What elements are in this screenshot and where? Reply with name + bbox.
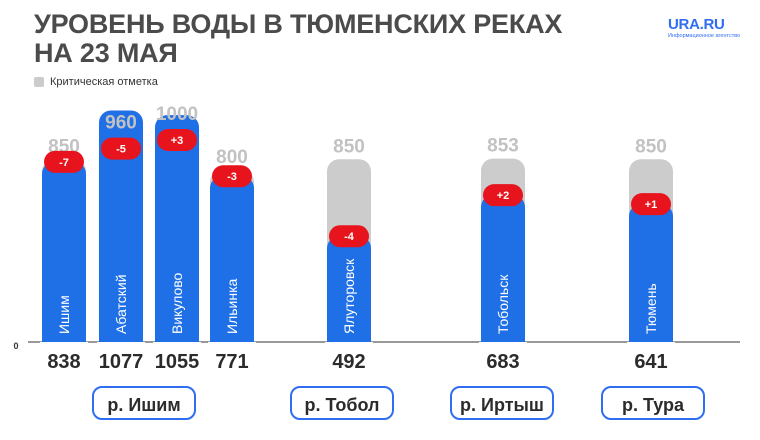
zero-label: 0 (13, 341, 18, 351)
group-pill-tura: р. Тура (601, 386, 705, 420)
level-bar (210, 176, 254, 354)
level-bar (155, 115, 199, 354)
level-bar (99, 110, 143, 354)
change-badge-label: -4 (344, 231, 355, 243)
critical-label: 960 (105, 113, 137, 134)
change-badge (157, 129, 197, 151)
change-badge-label: -5 (116, 144, 126, 156)
value-label: 838 (47, 351, 80, 373)
legend-swatch (34, 77, 44, 87)
level-bar (481, 195, 525, 354)
logo-subtitle: Информационное агентство (668, 33, 741, 39)
level-bar (629, 204, 673, 354)
bar-base-mask (479, 342, 527, 358)
category-label: Тобольск (495, 274, 511, 334)
level-bar (327, 236, 371, 354)
category-label: Ялуторовск (341, 258, 357, 334)
change-badge (631, 193, 671, 216)
value-label: 1077 (99, 351, 144, 373)
value-label: 1055 (155, 351, 200, 373)
level-bar (42, 161, 86, 354)
value-label: 641 (634, 351, 667, 373)
title-line-2: НА 23 МАЯ (34, 38, 178, 68)
change-badge (483, 184, 523, 207)
change-badge (101, 137, 141, 160)
category-label: Ильинка (224, 278, 240, 334)
change-badge-label: -7 (59, 157, 69, 169)
legend: Критическая отметка (34, 76, 158, 88)
change-badge (212, 165, 252, 188)
legend-label: Критическая отметка (50, 76, 158, 88)
logo: URA.RU Информационное агентство (668, 17, 740, 40)
change-badge-label: -3 (227, 171, 237, 183)
bar-base-mask (97, 342, 145, 358)
logo-name: URA.RU (668, 16, 725, 33)
critical-label: 850 (333, 136, 365, 157)
bar-base-mask (40, 342, 88, 358)
value-label: 771 (215, 351, 248, 373)
critical-label: 1000 (156, 104, 198, 125)
bar-base-mask (208, 342, 256, 358)
change-badge (329, 225, 369, 248)
change-badge-label: +2 (497, 190, 510, 202)
value-label: 683 (486, 351, 519, 373)
critical-label: 850 (635, 136, 667, 157)
bar-base-mask (627, 342, 675, 358)
change-badge (44, 150, 84, 173)
value-label: 492 (332, 351, 365, 373)
group-pill-ishim: р. Ишим (92, 386, 196, 420)
category-label: Викулово (169, 272, 185, 334)
bar-base-mask (153, 342, 201, 358)
category-label: Тюмень (643, 283, 659, 334)
critical-label: 800 (216, 147, 248, 168)
group-pill-irtysh: р. Иртыш (450, 386, 554, 420)
category-label: Ишим (56, 295, 72, 334)
category-label: Абатский (113, 274, 129, 334)
change-badge-label: +1 (645, 199, 658, 211)
change-badge-label: +3 (171, 135, 184, 147)
bar-base-mask (325, 342, 373, 358)
page-title: УРОВЕНЬ ВОДЫ В ТЮМЕНСКИХ РЕКАХ НА 23 МАЯ (34, 10, 562, 68)
group-pill-tobol: р. Тобол (290, 386, 394, 420)
critical-label: 853 (487, 136, 519, 157)
title-line-1: УРОВЕНЬ ВОДЫ В ТЮМЕНСКИХ РЕКАХ (34, 9, 563, 39)
